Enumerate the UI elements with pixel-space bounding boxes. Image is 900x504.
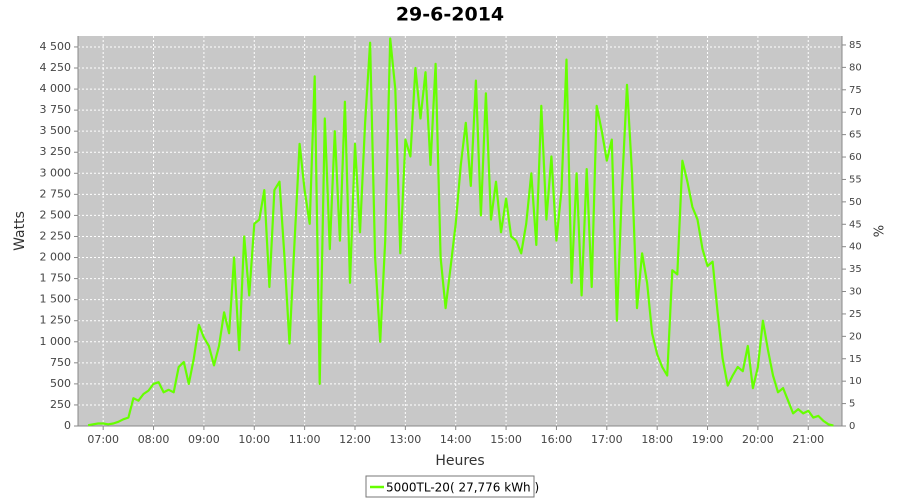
y-axis-label: Watts [12,211,28,251]
y2-tick-label: 25 [849,309,862,320]
x-tick-label: 13:00 [390,433,422,446]
x-axis-label: Heures [435,453,484,469]
y2-tick-label: 85 [849,40,862,51]
legend-box [365,475,535,498]
y-tick-label: 2 500 [40,208,72,221]
y2-tick-label: 35 [849,264,862,275]
x-tick-label: 07:00 [87,433,119,446]
y2-tick-label: 45 [849,219,862,230]
y2-axis-label: % [873,225,888,237]
y-tick-label: 2 250 [40,229,72,242]
y-tick-label: 750 [50,356,71,369]
y2-tick-label: 50 [849,197,862,208]
y2-tick-label: 75 [849,85,862,96]
chart-title: 29-6-2014 [396,4,504,26]
y-tick-label: 2 000 [40,251,72,264]
y2-tick-label: 60 [849,152,862,163]
y-tick-label: 4 250 [40,61,72,74]
x-tick-label: 10:00 [238,433,270,446]
y-tick-label: 1 250 [40,314,72,327]
x-tick-label: 20:00 [742,433,774,446]
series-line [87,37,834,427]
x-tick-label: 11:00 [289,433,321,446]
y2-tick-label: 70 [849,107,862,118]
y-tick-label: 0 [64,419,71,432]
y2-tick-label: 5 [849,399,855,410]
y2-tick-label: 10 [849,376,862,387]
y-tick-label: 4 000 [40,82,72,95]
y-tick-label: 3 000 [40,166,72,179]
x-tick-label: 17:00 [591,433,623,446]
y-tick-label: 1 000 [40,335,72,348]
y-tick-label: 250 [50,398,71,411]
y2-tick-label: 20 [849,331,862,342]
x-tick-label: 21:00 [792,433,824,446]
y-tick-label: 1 750 [40,272,72,285]
legend-label: 5000TL-20( 27,776 kWh ) [386,481,539,495]
y2-tick-label: 55 [849,174,862,185]
y-tick-label: 3 250 [40,145,72,158]
x-tick-label: 09:00 [188,433,220,446]
y-tick-label: 500 [50,377,71,390]
plot-area [78,36,842,426]
y2-tick-label: 80 [849,62,862,73]
y-tick-label: 3 750 [40,103,72,116]
y2-tick-label: 0 [849,421,855,432]
x-tick-label: 16:00 [541,433,573,446]
y2-tick-label: 15 [849,354,862,365]
x-tick-label: 19:00 [692,433,724,446]
x-tick-label: 08:00 [138,433,170,446]
y2-tick-label: 65 [849,130,862,141]
y-tick-label: 2 750 [40,187,72,200]
y-tick-label: 1 500 [40,293,72,306]
y2-tick-label: 40 [849,242,862,253]
x-tick-label: 12:00 [339,433,371,446]
y-tick-label: 4 500 [40,40,72,53]
x-tick-label: 15:00 [490,433,522,446]
y2-tick-label: 30 [849,287,862,298]
x-tick-label: 14:00 [440,433,472,446]
x-tick-label: 18:00 [641,433,673,446]
y-tick-label: 3 500 [40,124,72,137]
